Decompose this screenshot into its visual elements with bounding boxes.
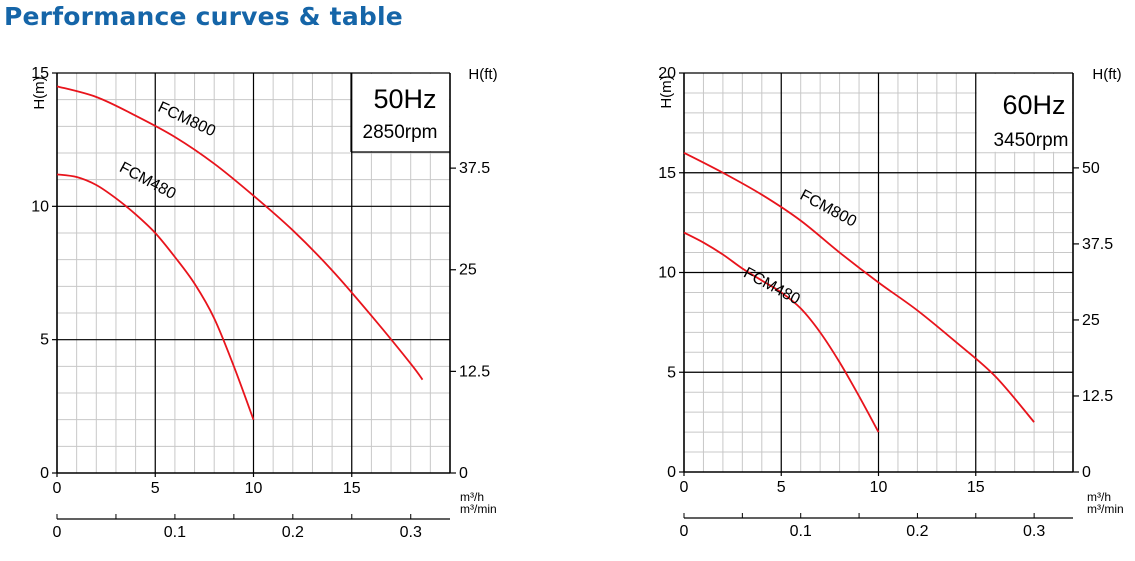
performance-chart-50hz: H(m) H(ft) m³/h m³/min 50Hz 2850rpm 0 5 10…	[31, 65, 498, 541]
speed-label: 3450rpm	[994, 130, 1069, 151]
page-title: Performance curves & table	[4, 2, 403, 31]
y-tick-label: 5	[667, 364, 676, 381]
major-grid	[57, 73, 450, 473]
x2-tick-label: 0	[680, 523, 689, 540]
x-tick-label: 0	[680, 479, 689, 496]
x2-tick-label: 0.1	[164, 524, 186, 541]
axes	[56, 72, 451, 520]
x2-tick-label: 0.1	[790, 523, 812, 540]
y-tick-label: 0	[40, 465, 49, 482]
y2-tick-label: 25	[1082, 312, 1100, 329]
performance-chart-60hz: H(m) H(ft) m³/h m³/min 60Hz 3450rpm 0 5 10…	[658, 65, 1124, 540]
series-label-fcm480: FCM480	[741, 265, 803, 309]
x2-tick-label: 0.2	[282, 524, 304, 541]
y-tick-label: 15	[31, 65, 49, 82]
y2-tick-label: 12.5	[459, 363, 490, 380]
tick-labels: 0 5 10 15 0 5 10 15 0 12.5 25 37.5 0 0.1 0.2 0.3	[31, 65, 490, 541]
x2-tick-label: 0.3	[1023, 523, 1045, 540]
x-tick-label: 5	[777, 479, 786, 496]
y2-tick-label: 25	[459, 262, 477, 279]
frequency-label: 50Hz	[373, 84, 436, 114]
y-tick-label: 20	[658, 65, 676, 82]
y-tick-label: 15	[658, 165, 676, 182]
y-axis-right-label: H(ft)	[1092, 66, 1121, 83]
y-tick-label: 0	[667, 464, 676, 481]
y-tick-label: 10	[658, 265, 676, 282]
series-line-fcm480	[683, 231, 880, 433]
x2-tick-label: 0.2	[906, 523, 928, 540]
x-tick-label: 0	[53, 480, 62, 497]
x-axis-label-bottom: m³/min	[1087, 502, 1124, 516]
y2-tick-label: 0	[459, 465, 468, 482]
x-tick-label: 5	[151, 480, 160, 497]
tick-labels: 0 5 10 15 20 0 5 10 15 0 12.5 25 37.5 50 0 0.1 0.2 0.3	[658, 65, 1113, 540]
x-tick-label: 10	[245, 480, 263, 497]
y2-tick-label: 0	[1082, 464, 1091, 481]
x-axis-label-top: m³/h	[1087, 490, 1111, 504]
x-tick-label: 15	[343, 480, 361, 497]
x-axis-label-top: m³/h	[460, 490, 484, 504]
series-line-fcm480	[56, 173, 255, 420]
y-axis-label: H(m)	[658, 75, 675, 108]
y-tick-label: 5	[40, 332, 49, 349]
x-axis-label-bottom: m³/min	[460, 502, 497, 516]
y2-tick-label: 37.5	[459, 160, 490, 177]
y-axis-label: H(m)	[31, 76, 48, 109]
x-tick-label: 15	[967, 479, 985, 496]
series-label-fcm480: FCM480	[116, 159, 178, 203]
x2-tick-label: 0.3	[400, 524, 422, 541]
x-tick-label: 10	[870, 479, 888, 496]
speed-label: 2850rpm	[363, 122, 438, 143]
y2-tick-label: 50	[1082, 160, 1100, 177]
y2-tick-label: 12.5	[1082, 388, 1113, 405]
frequency-label: 60Hz	[1002, 90, 1065, 120]
y-axis-right-label: H(ft)	[468, 66, 497, 83]
label-box	[352, 74, 449, 151]
y2-tick-label: 37.5	[1082, 236, 1113, 253]
label-box	[976, 74, 1072, 152]
series-line-fcm800	[683, 151, 1035, 423]
x2-tick-label: 0	[53, 524, 62, 541]
series-label-fcm800: FCM800	[155, 99, 218, 140]
series-line-fcm800	[56, 85, 424, 381]
y-tick-label: 10	[31, 198, 49, 215]
